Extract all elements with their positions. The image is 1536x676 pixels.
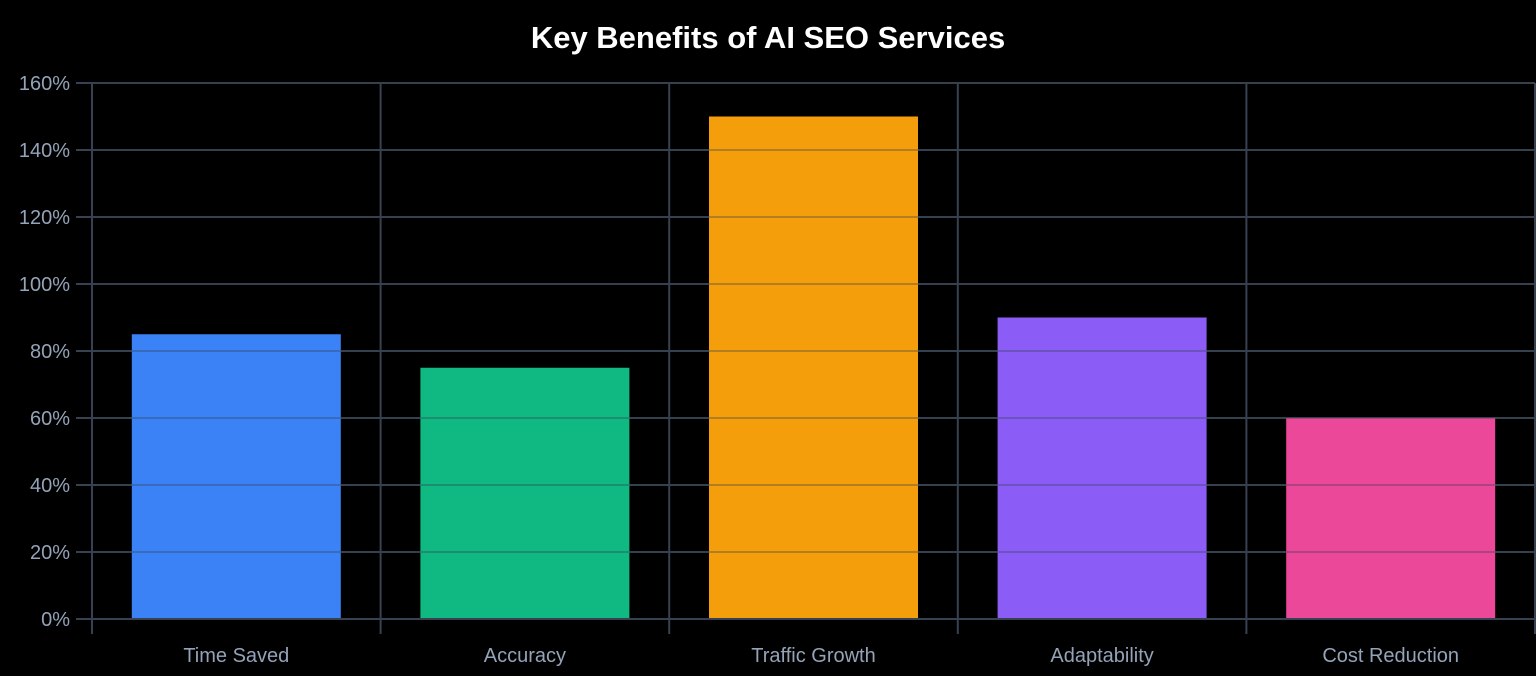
bar-adaptability (997, 317, 1207, 619)
bar-cost-reduction (1286, 418, 1496, 619)
y-tick-label: 100% (19, 274, 70, 296)
y-tick-label: 120% (19, 207, 70, 229)
x-tick-label: Time Saved (183, 645, 289, 667)
chart-title: Key Benefits of AI SEO Services (530, 20, 1006, 55)
y-tick-label: 160% (19, 73, 70, 95)
y-tick-label: 0% (41, 609, 70, 631)
x-tick-label: Traffic Growth (751, 645, 875, 667)
y-tick-label: 80% (30, 341, 70, 363)
y-tick-label: 140% (19, 140, 70, 162)
y-tick-label: 60% (30, 408, 70, 430)
x-tick-label: Accuracy (484, 645, 566, 667)
x-tick-label: Adaptability (1050, 645, 1153, 667)
bar-accuracy (420, 367, 630, 619)
bar-time-saved (131, 334, 341, 619)
bar-traffic-growth (709, 116, 918, 619)
x-tick-label: Cost Reduction (1322, 645, 1459, 667)
y-tick-label: 20% (30, 542, 70, 564)
y-tick-label: 40% (30, 475, 70, 497)
